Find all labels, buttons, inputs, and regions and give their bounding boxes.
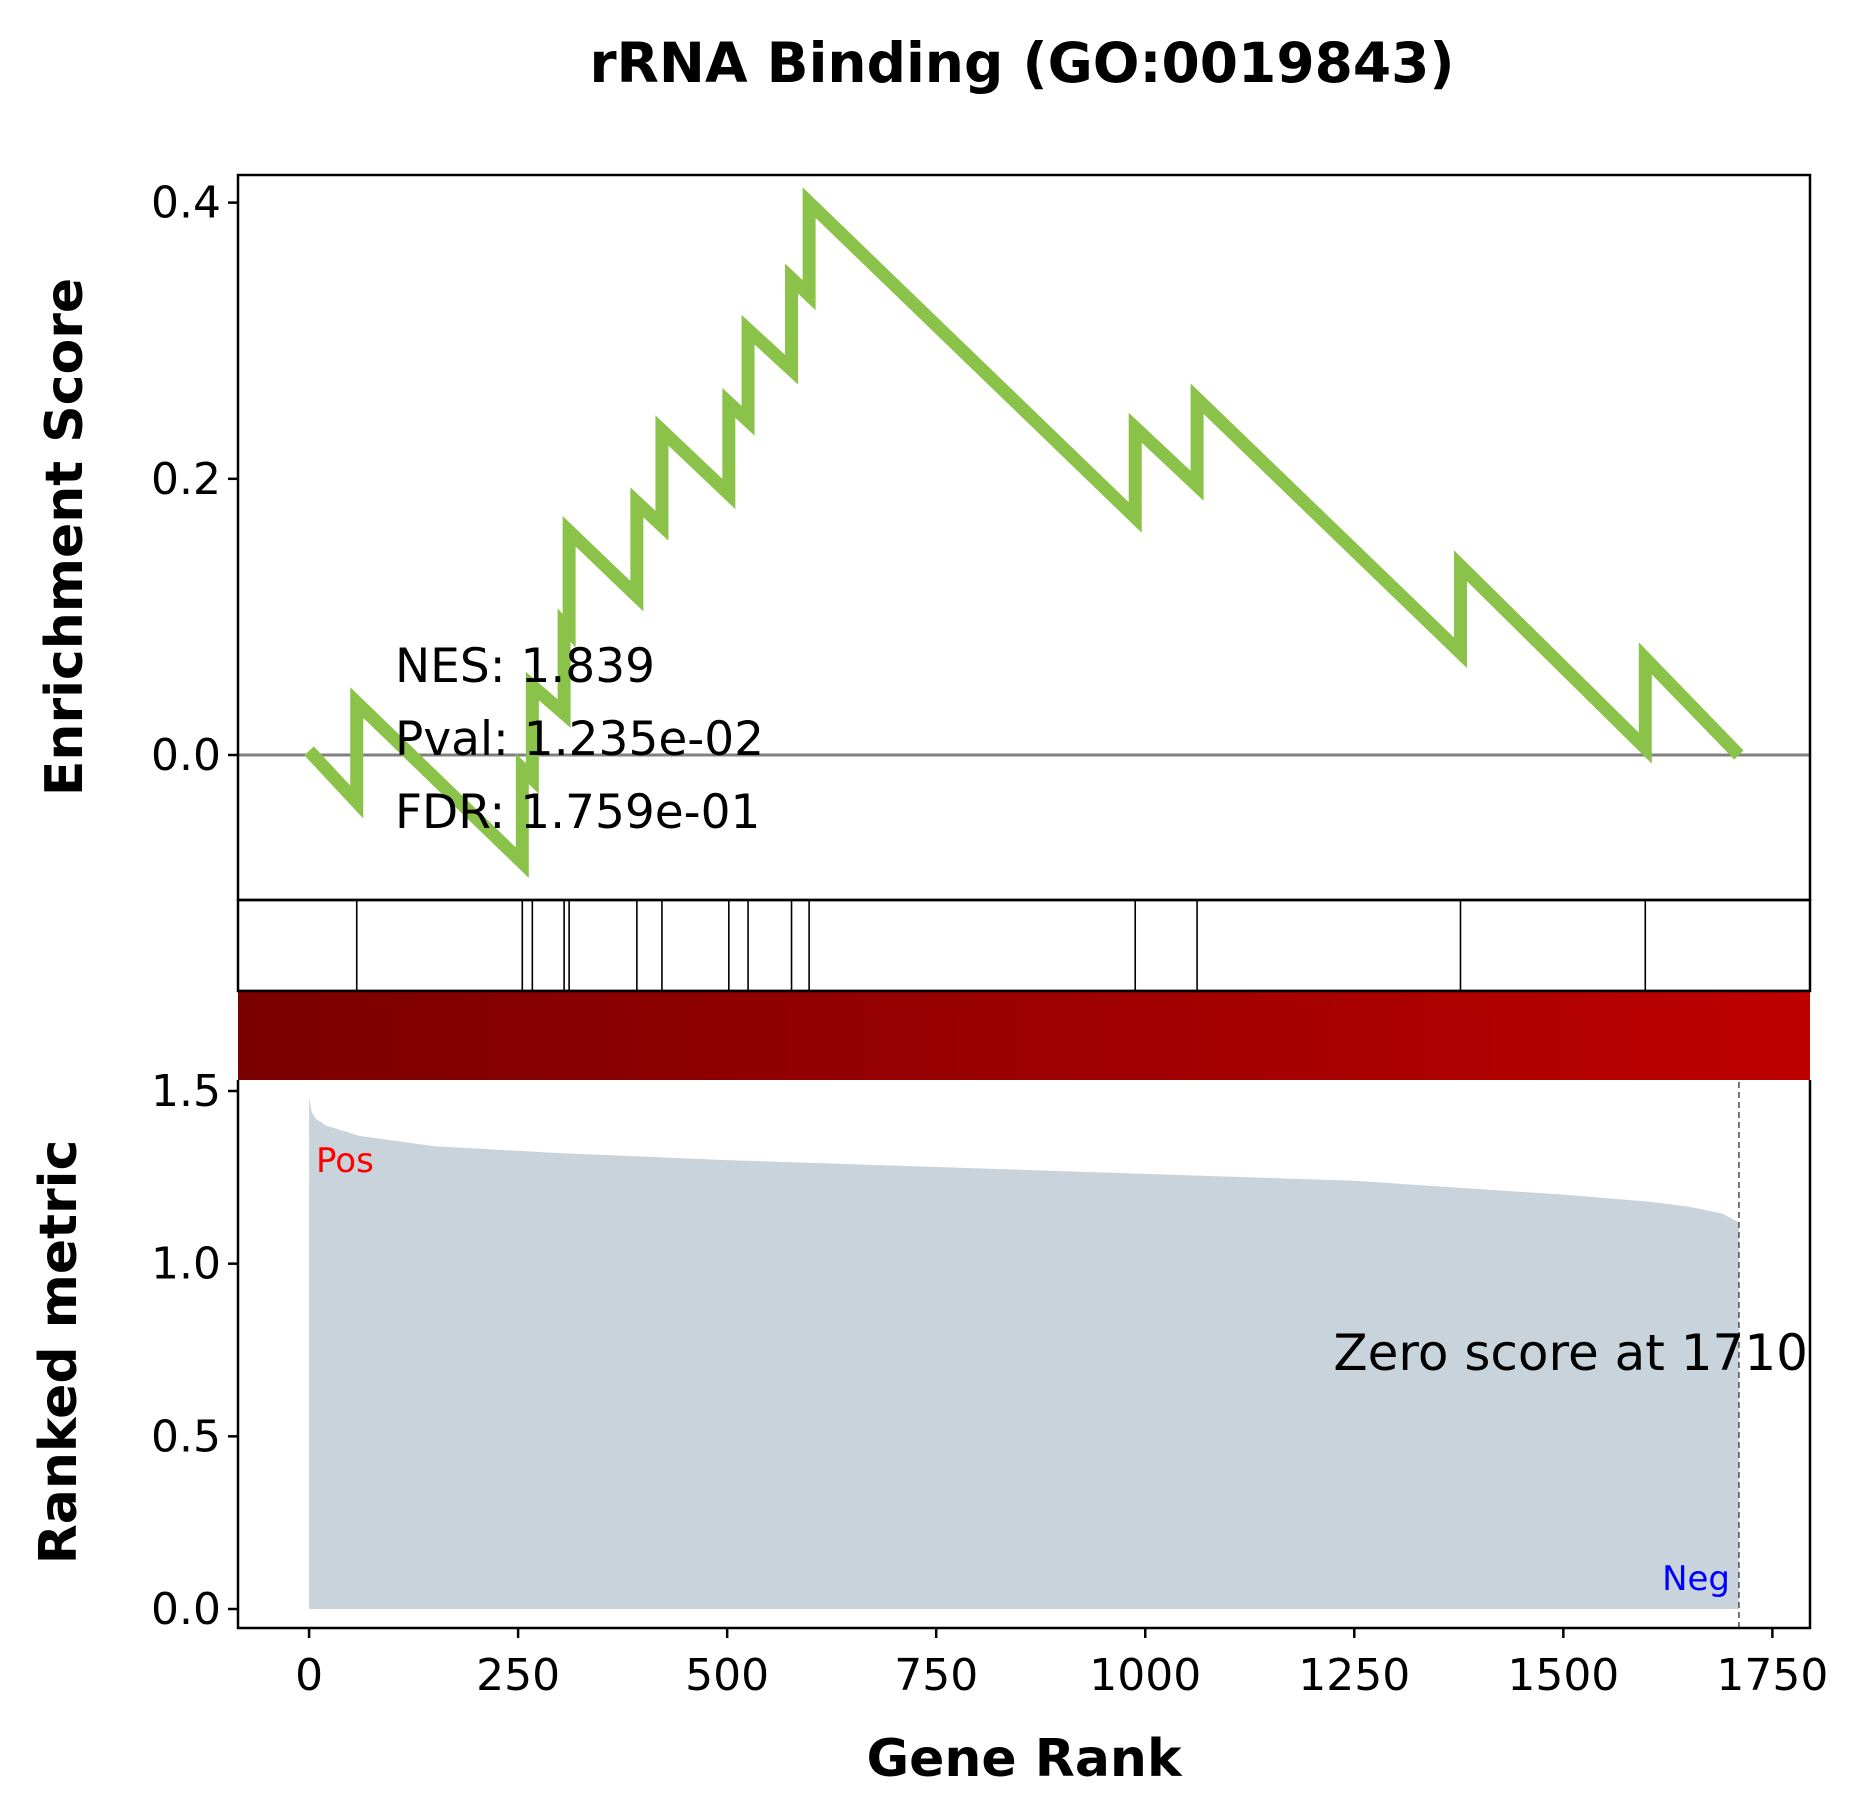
- rm-ytick-label: 1.0: [151, 1239, 221, 1290]
- nes-stat: NES: 1.839: [395, 639, 655, 694]
- x-axis-label: Gene Rank: [866, 1729, 1182, 1789]
- rm-ylabel: Ranked metric: [29, 1140, 89, 1565]
- hits-frame: [236, 898, 1812, 993]
- rm-ytick-label: 0.5: [151, 1411, 221, 1462]
- enrichment-panel: 0.0 0.2 0.4 Enrichment Score NES: 1.839 Pv…: [35, 173, 1812, 902]
- x-tick-label: 1500: [1507, 1650, 1619, 1701]
- ranked-metric-frame: [236, 1080, 1812, 1630]
- pos-label: Pos: [316, 1141, 374, 1181]
- es-ylabel: Enrichment Score: [35, 278, 95, 796]
- fdr-stat: FDR: 1.759e-01: [395, 785, 760, 840]
- ranked-metric-panel: 0.00.51.01.5 Pos Neg Zero score at 1710 …: [29, 1066, 1812, 1635]
- ranked-metric-area: [309, 1097, 1739, 1609]
- es-ytick-label: 0.2: [151, 454, 221, 505]
- x-tick-label: 1250: [1298, 1650, 1410, 1701]
- pval-stat: Pval: 1.235e-02: [395, 712, 764, 767]
- hits-panel: [236, 898, 1812, 993]
- es-ytick-label: 0.0: [151, 730, 221, 781]
- neg-label: Neg: [1662, 1559, 1730, 1599]
- es-ytick-label: 0.4: [151, 178, 221, 229]
- enrichment-score-line: [304, 187, 1744, 879]
- x-tick-label: 0: [295, 1650, 323, 1701]
- x-tick-label: 1750: [1716, 1650, 1828, 1701]
- chart-title: rRNA Binding (GO:0019843): [589, 31, 1454, 95]
- x-tick-label: 1000: [1089, 1650, 1201, 1701]
- rm-ytick-label: 1.5: [151, 1066, 221, 1117]
- x-axis: 0 250 500 750 1000 1250 1500 1750: [295, 1628, 1828, 1701]
- zero-score-label: Zero score at 1710: [1333, 1324, 1808, 1382]
- x-tick-label: 250: [476, 1650, 560, 1701]
- rm-ytick-label: 0.0: [151, 1584, 221, 1635]
- x-tick-label: 750: [894, 1650, 978, 1701]
- rank-color-bar: [238, 991, 1810, 1080]
- x-tick-label: 500: [685, 1650, 769, 1701]
